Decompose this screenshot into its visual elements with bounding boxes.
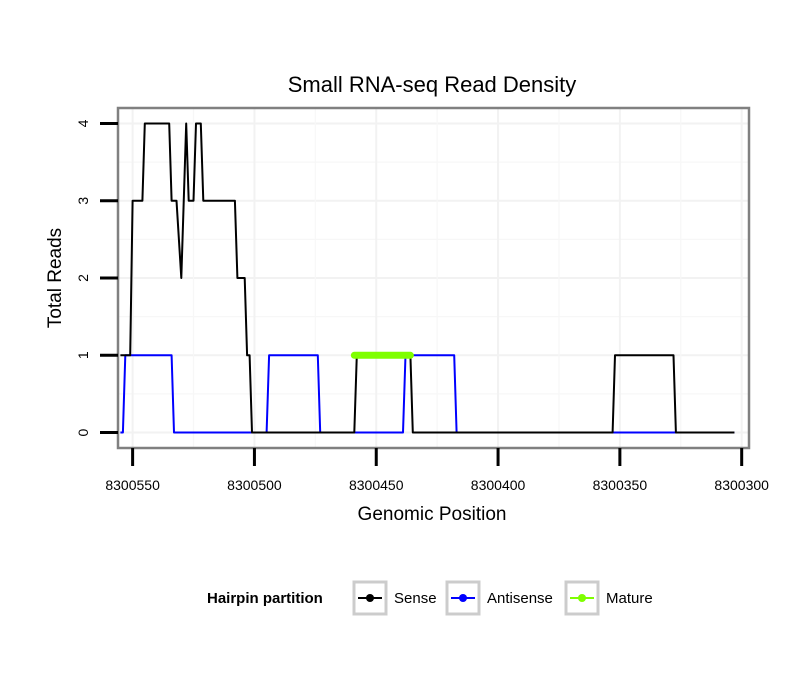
- y-tick-label: 0: [75, 428, 91, 436]
- x-tick-label: 8300500: [227, 477, 282, 493]
- legend-key-point: [578, 594, 586, 602]
- y-tick-label: 4: [75, 119, 91, 127]
- series-line-antisense: [120, 354, 735, 434]
- x-axis-title: Genomic Position: [358, 504, 507, 525]
- legend-key-point: [366, 594, 374, 602]
- y-tick-label: 3: [75, 197, 91, 205]
- y-tick-label: 2: [75, 274, 91, 282]
- legend-label: Mature: [606, 590, 653, 607]
- legend-item-sense: Sense: [352, 580, 437, 616]
- legend-items: Sense Antisense Mature: [352, 580, 653, 616]
- y-axis-title: Total Reads: [45, 228, 66, 328]
- legend-item-mature: Mature: [564, 580, 653, 616]
- x-tick-label: 8300400: [471, 477, 526, 493]
- legend-label: Sense: [394, 590, 437, 607]
- legend: Hairpin partition Sense Antisense Mature: [207, 580, 653, 616]
- y-axis: 0 1 2 3 4: [75, 119, 118, 436]
- x-tick-label: 8300550: [105, 477, 160, 493]
- series-layer: [120, 122, 735, 434]
- legend-key-point: [459, 594, 467, 602]
- legend-item-antisense: Antisense: [445, 580, 553, 616]
- x-tick-label: 8300450: [349, 477, 404, 493]
- series-line-sense: [120, 122, 735, 434]
- x-tick-label: 8300300: [714, 477, 769, 493]
- x-axis: 8300550 8300500 8300450 8300400 8300350 83003…: [105, 448, 769, 493]
- y-tick-label: 1: [75, 351, 91, 359]
- x-tick-label: 8300350: [593, 477, 648, 493]
- legend-title: Hairpin partition: [207, 590, 323, 607]
- chart-title: Small RNA-seq Read Density: [288, 72, 577, 97]
- legend-label: Antisense: [487, 590, 553, 607]
